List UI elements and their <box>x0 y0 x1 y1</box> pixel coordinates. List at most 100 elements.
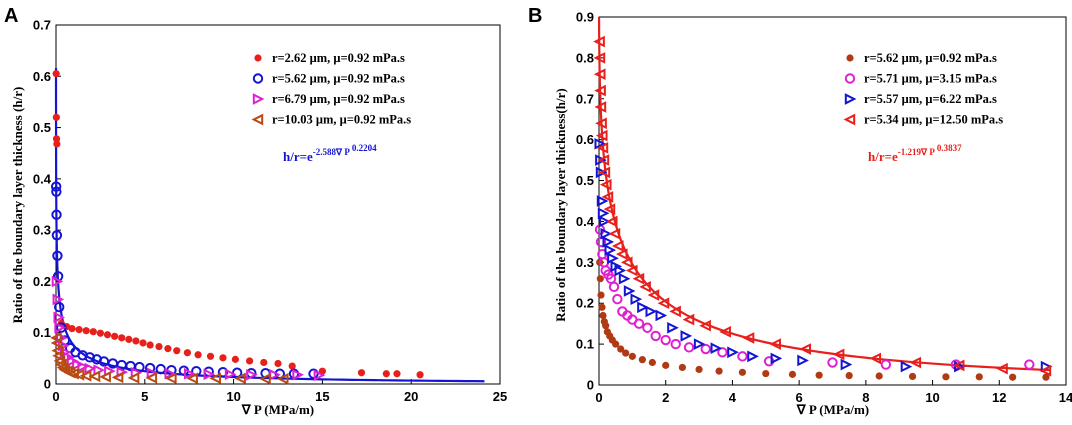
panel-b-series-3-point <box>710 342 723 355</box>
panel-b-fit-equation-exponent: -1.219∇ P <box>898 147 936 157</box>
panel-b-fit-line <box>597 17 1050 372</box>
panel-b-series-3-point <box>604 244 617 256</box>
panel-a-x-tick-label: 10 <box>226 389 240 404</box>
panel-a-series-1-point <box>219 354 227 362</box>
panel-a-series-3-point <box>72 358 84 371</box>
panel-b: B 0 2 4 6 8 10 12 14 0 0.1 0.2 0.3 0.4 0.5 0.6 0.7 0.8 0.… <box>528 5 1072 417</box>
panel-b-series-4-point <box>593 68 606 81</box>
panel-b-series-1-point <box>942 373 950 381</box>
panel-b-series-1-point <box>815 371 823 379</box>
panel-a-series-1 <box>52 70 424 379</box>
panel-b-series-3-point <box>594 137 607 150</box>
panel-a-series-1-point <box>125 335 133 343</box>
panel-a-series-1-point <box>206 352 215 360</box>
panel-b-series-3-point <box>655 309 668 322</box>
panel-b-fit-equation-power: 0.3837 <box>937 143 962 153</box>
panel-a-series-1-point <box>274 359 282 368</box>
panel-b-series-1-point <box>715 367 723 375</box>
panel-a-series-3-point <box>53 311 66 324</box>
panel-b-series-3-point <box>954 360 966 373</box>
panel-b-legend-marker-2 <box>844 73 856 84</box>
panel-b-series-3-point <box>597 207 610 220</box>
panel-a-y-tick-label: 0.2 <box>33 274 51 289</box>
panel-a-series-4-point <box>209 372 222 385</box>
panel-a-series-2 <box>50 181 319 379</box>
panel-a-series-1-point <box>194 351 202 359</box>
panel-b-series-3-point <box>645 305 658 318</box>
panel-a-series-2-point <box>53 301 65 313</box>
panel-b-series-3-point <box>614 264 627 277</box>
panel-a-x-tick-label: 20 <box>404 389 418 404</box>
panel-a-fit-equation: h/r=e-2.588∇ P 0.2204 <box>283 143 377 164</box>
panel-b-series-1-point <box>762 369 770 378</box>
panel-b-series-1-point <box>678 363 686 372</box>
panel-b-series-1-point <box>1009 373 1017 381</box>
panel-b-x-tick-label: 12 <box>992 390 1006 405</box>
panel-a-legend-marker-2 <box>252 73 264 84</box>
panel-a-series-4 <box>50 332 289 385</box>
panel-b-series-1-point <box>628 352 636 360</box>
panel-b-legend-label-1: r=5.62 μm, μ=0.92 mPa.s <box>864 51 997 65</box>
panel-b-series-3-point <box>630 293 643 305</box>
panel-b-legend-marker-1 <box>846 54 854 62</box>
panel-b-series-4-point <box>799 343 812 355</box>
panel-b-y-axis-title: Ratio of the boundary layer thickness(h/… <box>553 88 568 321</box>
panel-a-series-1-point <box>288 362 296 370</box>
panel-a-ticks: 0 5 10 15 20 25 0 0.1 0.2 0.3 0.4 0.5 0.6 0.7 <box>33 18 507 405</box>
panel-b-series-1-point <box>695 365 703 374</box>
panel-b-legend-marker-3 <box>844 93 857 105</box>
panel-b-series-4-point <box>1039 364 1052 377</box>
panel-b-series-4-point <box>742 332 755 344</box>
panel-b-x-tick-label: 10 <box>925 390 939 405</box>
panel-a-y-tick-label: 0 <box>44 377 51 392</box>
panel-b-x-tick-label: 8 <box>862 390 869 405</box>
panel-b-series-1-point <box>602 322 610 330</box>
panel-b-series-1-point <box>598 303 606 311</box>
panel-b-series-1-point <box>599 311 607 320</box>
panel-b-x-tick-label: 6 <box>796 390 803 405</box>
panel-b-data-points <box>593 35 1053 381</box>
panel-a-series-3-point <box>52 293 65 306</box>
panel-b-y-tick-label: 0.3 <box>576 255 594 270</box>
panel-b-x-tick-label: 0 <box>595 390 602 405</box>
panel-b-series-3-point <box>595 154 607 166</box>
panel-a-data-points <box>50 70 424 385</box>
panel-b-x-axis-title: ∇ P (MPa/m) <box>796 402 869 417</box>
panel-b-series-4-point <box>909 356 922 369</box>
panel-a-series-4-point <box>234 372 246 385</box>
panel-a-series-1-point <box>52 113 60 121</box>
panel-a-series-2-point <box>51 230 63 241</box>
panel-a-legend-label-1: r=2.62 μm, μ=0.92 mPa.s <box>272 51 405 65</box>
panel-a-series-2-point <box>144 362 156 374</box>
panel-b-series-2-point <box>670 338 681 350</box>
panel-a-series-4-point <box>50 337 63 349</box>
panel-a-legend-label-2: r=5.62 μm, μ=0.92 mPa.s <box>272 72 405 86</box>
panel-b-series-4-point <box>605 215 618 228</box>
panel-a-series-2-point <box>51 186 62 197</box>
panel-b-series-3-point <box>623 285 636 297</box>
panel-a-series-3-point <box>184 367 196 380</box>
panel-a-series-3-point <box>164 367 177 380</box>
panel-a-series-1-point <box>260 358 268 367</box>
panel-b-series-4-point <box>597 154 610 166</box>
panel-a-series-4-point <box>145 372 158 384</box>
panel-b-series-3-point <box>637 301 649 314</box>
panel-b-series-3-point <box>900 360 913 373</box>
panel-a-series-3-point <box>292 368 304 381</box>
panel-b-y-tick-label: 0.9 <box>576 10 594 25</box>
panel-a-series-1-point <box>132 337 140 345</box>
panel-b-series-4-point <box>601 191 614 203</box>
panel-b-series-4-point <box>832 348 845 361</box>
panel-b-series-4-point <box>611 240 624 252</box>
panel-b-series-2-point <box>880 359 892 370</box>
panel-b-series-3-point <box>618 272 631 285</box>
panel-b-series-4-point <box>669 305 681 318</box>
panel-b-series-4-point <box>593 35 605 48</box>
panel-b-series-4-point <box>769 338 781 350</box>
panel-a-series-1-point <box>68 325 76 333</box>
panel-b-fit-curve <box>597 17 1050 372</box>
panel-b-series-3-point <box>680 330 693 342</box>
panel-a-series-1-point <box>183 349 192 357</box>
panel-b-series-2-point <box>683 342 695 353</box>
panel-b-series-4-point <box>632 272 645 285</box>
